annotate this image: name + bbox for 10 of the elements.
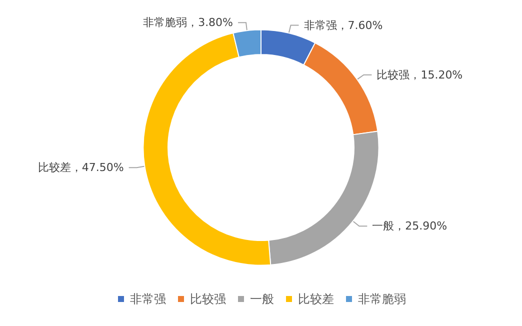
data-label: 比较强，15.20% [376,68,463,82]
data-label: 非常强，7.60% [304,18,383,32]
legend-label: 非常强 [130,292,166,306]
legend-label: 比较差 [298,292,334,306]
data-label: 一般，25.90% [372,220,448,233]
data-label: 非常脆弱，3.80% [143,16,234,30]
legend-label: 一般 [250,292,274,306]
legend-label: 非常脆弱 [358,292,406,306]
legend-label: 比较强 [190,292,226,306]
data-label: 比较差，47.50% [38,161,124,174]
